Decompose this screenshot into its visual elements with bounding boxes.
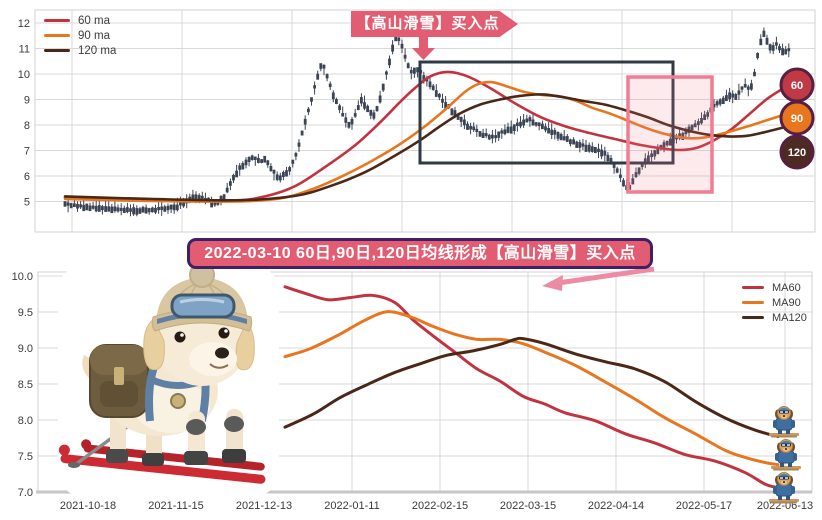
legend-label: MA60 [772, 281, 801, 294]
down-arrow-icon [412, 37, 435, 60]
legend-label: MA90 [772, 296, 801, 309]
ma90-swatch-icon [742, 301, 764, 304]
y-tick-label: 9 [24, 95, 30, 107]
y-tick-label: 7 [24, 146, 30, 158]
legend-item-ma90: MA90 [742, 296, 807, 309]
badge-label: 60 [791, 80, 803, 92]
x-tick-label: 2022-03-15 [500, 500, 556, 512]
ma60-swatch-icon [44, 19, 70, 22]
ma120-swatch-icon [44, 49, 70, 52]
bottom-chart-legend: MA60 MA90 MA120 [742, 281, 807, 324]
MA120-line [283, 336, 780, 439]
legend-label: MA120 [772, 311, 807, 324]
plot-border [34, 9, 816, 233]
ma-badge-60: 60 [779, 67, 815, 103]
y-tick-label: 8.5 [18, 379, 33, 391]
legend-label: 60 ma [78, 14, 110, 27]
ma-badge-120: 120 [779, 134, 815, 170]
MA60-line [283, 285, 780, 490]
badge-label: 120 [788, 147, 806, 159]
y-tick-label: 8 [24, 120, 30, 132]
x-tick-label: 2022-02-15 [412, 500, 468, 512]
x-tick-label: 2021-10-18 [60, 500, 116, 512]
eye [174, 331, 186, 343]
y-tick-label: 9.5 [18, 307, 33, 319]
candle [450, 108, 454, 116]
ma90-swatch-icon [44, 34, 70, 37]
y-tick-label: 7.0 [18, 487, 33, 499]
legend-item-60ma: 60 ma [44, 14, 116, 27]
ma-badge-90: 90 [779, 100, 815, 136]
ski-dog-image [58, 262, 279, 497]
x-tick-label: 2022-06-13 [757, 500, 813, 512]
90ma-line [63, 80, 790, 203]
x-tick-label: 2021-12-13 [236, 500, 292, 512]
eye [218, 327, 230, 339]
legend-item-ma120: MA120 [742, 311, 807, 324]
y-tick-label: 11 [19, 44, 30, 56]
y-tick-label: 5 [24, 197, 30, 209]
top-chart: 12 11 10 9 8 7 6 5 60 90 120 [18, 9, 816, 233]
y-tick-label: 10 [18, 69, 30, 81]
y-tick-label: 8.0 [18, 415, 33, 427]
y-tick-label: 12 [18, 18, 30, 30]
legend-item-120ma: 120 ma [44, 44, 116, 57]
legend-label: 120 ma [78, 44, 117, 57]
120ma-line [63, 93, 790, 202]
top-chart-legend: 60 ma 90 ma 120 ma [44, 14, 116, 57]
ma120-swatch-icon [742, 316, 764, 319]
y-tick-label: 9.0 [18, 343, 33, 355]
buy-point-banner: 【高山滑雪】买入点 [351, 11, 518, 37]
nose [215, 347, 229, 359]
y-tick-label: 6 [24, 171, 30, 183]
legend-item-90ma: 90 ma [44, 29, 116, 42]
badge-label: 90 [791, 113, 803, 125]
black-highlight-box [418, 60, 675, 165]
x-tick-label: 2021-11-15 [148, 500, 203, 512]
legend-label: 90 ma [78, 29, 110, 42]
bottom-title-banner: 2022-03-10 60日,90日,120日均线形成【高山滑雪】买入点 [187, 238, 653, 269]
x-tick-label: 2022-04-14 [588, 500, 644, 512]
60ma-line [63, 70, 790, 203]
x-tick-label: 2022-01-11 [324, 500, 379, 512]
pointer-arrow-icon [542, 266, 655, 291]
candlestick-series [63, 27, 791, 217]
x-tick-label: 2022-05-17 [676, 500, 732, 512]
ma60-swatch-icon [742, 286, 764, 289]
pink-highlight-box [626, 75, 714, 194]
y-tick-label: 10.0 [12, 271, 33, 283]
legend-item-ma60: MA60 [742, 281, 807, 294]
y-tick-label: 7.5 [18, 451, 33, 463]
left-ear [143, 318, 165, 371]
pixel-dogs-image [768, 406, 802, 504]
